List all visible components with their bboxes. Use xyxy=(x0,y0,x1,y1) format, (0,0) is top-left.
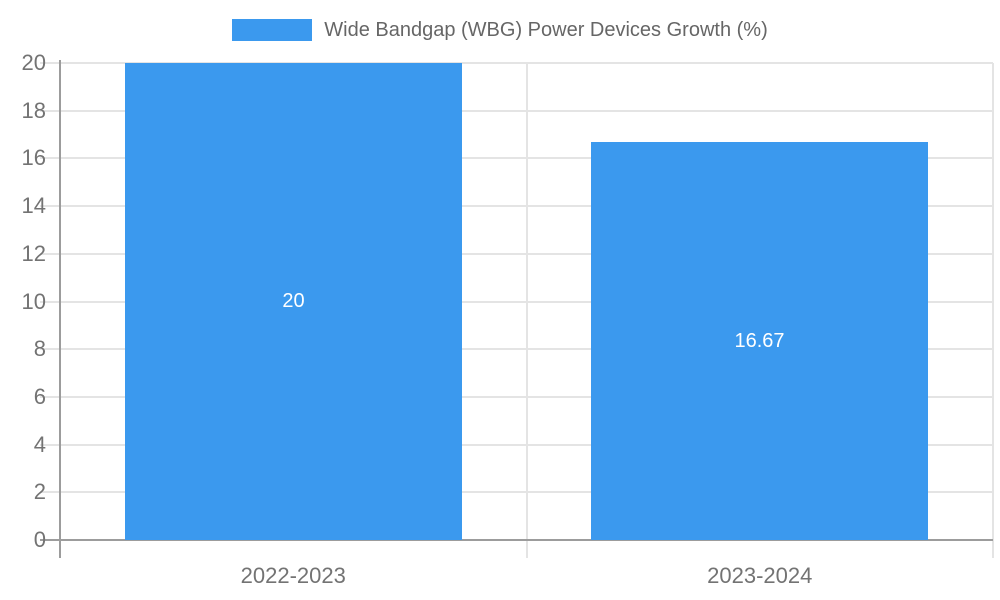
y-zero-tick xyxy=(40,539,60,541)
bar-value-label: 20 xyxy=(282,290,305,312)
chart-legend[interactable]: Wide Bandgap (WBG) Power Devices Growth … xyxy=(0,19,1000,41)
y-gridline xyxy=(40,62,993,64)
y-tick-label: 0 xyxy=(33,527,46,552)
y-tick-label: 8 xyxy=(33,336,46,362)
y-tick-label: 6 xyxy=(33,383,46,409)
y-tick-label: 12 xyxy=(21,240,46,266)
y-tick-label: 16 xyxy=(21,145,46,171)
y-gridline xyxy=(40,491,993,494)
y-tick-label: 10 xyxy=(21,288,46,314)
x-axis-line xyxy=(60,539,993,541)
y-gridline xyxy=(40,443,993,446)
legend-swatch-icon xyxy=(232,19,313,41)
y-tick-label: 18 xyxy=(21,97,46,123)
y-gridline xyxy=(40,252,993,255)
bar[interactable]: 20 xyxy=(125,63,462,540)
y-gridline xyxy=(40,395,993,398)
y-gridline xyxy=(40,109,993,112)
y-gridline xyxy=(40,300,993,303)
category-boundary-line xyxy=(525,63,528,558)
category-boundary-line xyxy=(992,63,994,558)
bar[interactable]: 16.67 xyxy=(591,142,928,540)
y-gridline xyxy=(40,348,993,351)
y-gridline xyxy=(40,157,993,160)
y-gridline xyxy=(40,205,993,208)
y-tick-label: 4 xyxy=(33,431,46,457)
y-tick-label: 2 xyxy=(33,479,46,505)
legend-label: Wide Bandgap (WBG) Power Devices Growth … xyxy=(324,19,768,41)
x-axis-label: 2023-2024 xyxy=(707,563,813,588)
y-tick-label: 20 xyxy=(21,50,46,75)
y-axis-line xyxy=(59,60,61,558)
y-tick-label: 14 xyxy=(21,193,46,219)
x-axis-label: 2022-2023 xyxy=(240,563,346,588)
bar-value-label: 16.67 xyxy=(734,329,785,352)
